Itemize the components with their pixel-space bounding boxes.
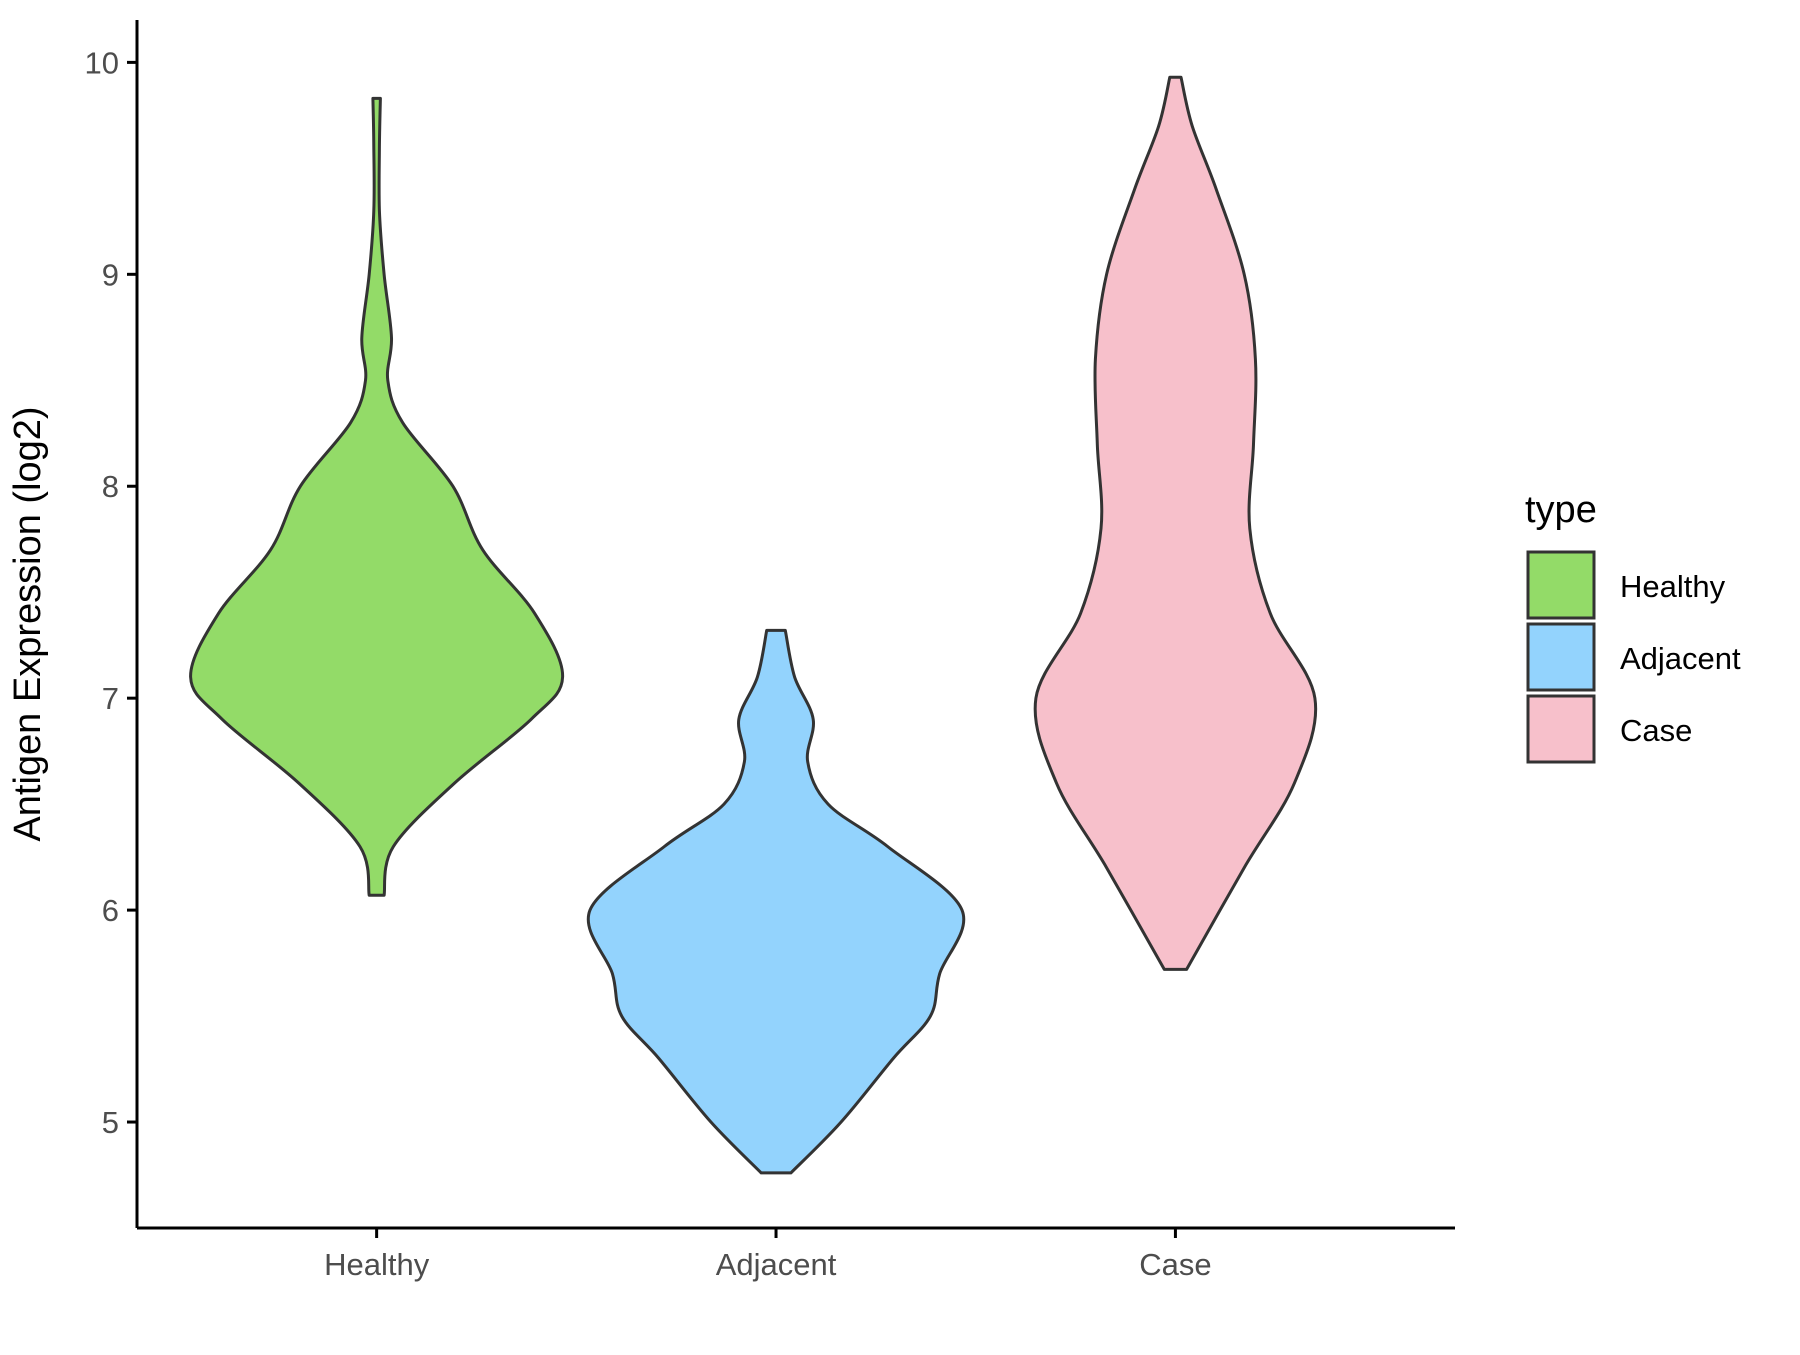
x-tick-label: Case — [1139, 1247, 1211, 1282]
y-tick-label: 6 — [102, 893, 119, 928]
legend-key-healthy — [1526, 550, 1596, 620]
y-tick-label: 8 — [102, 469, 119, 504]
y-tick-label: 10 — [85, 45, 119, 80]
legend: type Healthy Adjacent Case — [1525, 489, 1741, 764]
legend-key-adjacent — [1526, 622, 1596, 692]
x-tick-label: Healthy — [324, 1247, 430, 1282]
y-axis-title: Antigen Expression (log2) — [7, 406, 49, 841]
y-tick-label: 9 — [102, 257, 119, 292]
violin-adjacent — [586, 628, 966, 1175]
legend-label-case: Case — [1620, 713, 1692, 748]
violin-layer — [189, 75, 1318, 1175]
legend-key-case — [1526, 694, 1596, 764]
y-tick-label: 5 — [102, 1105, 119, 1140]
y-tick-label: 7 — [102, 681, 119, 716]
legend-label-adjacent: Adjacent — [1620, 641, 1741, 676]
x-tick-label: Adjacent — [716, 1247, 837, 1282]
legend-title: type — [1525, 489, 1597, 531]
legend-label-healthy: Healthy — [1620, 569, 1726, 604]
y-axis-ticks: 5 6 7 8 9 10 — [85, 45, 137, 1140]
x-axis-ticks: Healthy Adjacent Case — [324, 1228, 1212, 1282]
violin-case — [1033, 75, 1318, 971]
violin-healthy — [189, 96, 565, 897]
